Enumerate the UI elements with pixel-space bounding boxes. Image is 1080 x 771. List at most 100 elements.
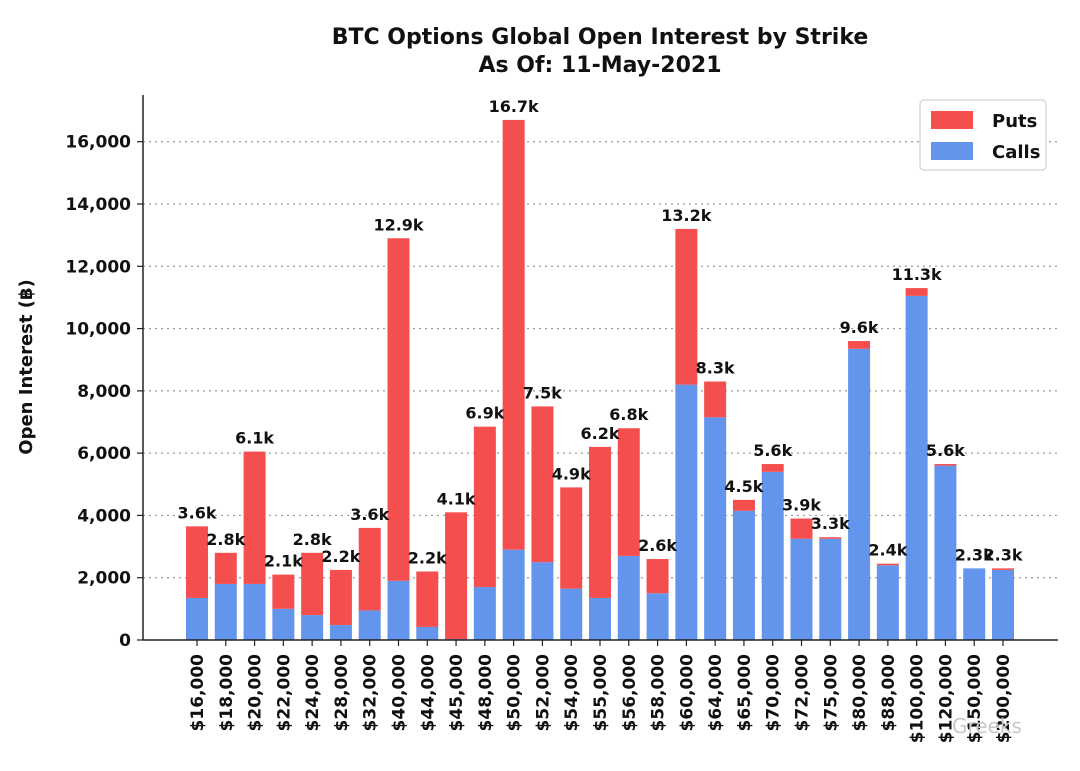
bar-puts: [502, 119, 525, 550]
bar-puts: [445, 512, 468, 640]
bar-total-label: 6.1k: [235, 429, 274, 448]
bar-calls: [617, 555, 640, 640]
x-tick-label: $150,000: [965, 654, 985, 743]
x-tick-label: $16,000: [188, 654, 208, 732]
bar-calls: [214, 583, 237, 640]
bar-puts: [272, 574, 295, 609]
x-tick-label: $22,000: [274, 654, 294, 732]
bar-total-label: 6.8k: [609, 405, 648, 424]
bar-total-label: 5.6k: [753, 441, 792, 460]
bar-total-label: 3.3k: [811, 514, 850, 533]
bar-total-label: 2.1k: [264, 552, 303, 571]
y-tick-label: 14,000: [65, 195, 131, 215]
bar-puts: [992, 568, 1014, 570]
y-tick-label: 8,000: [77, 382, 131, 402]
bar-puts: [186, 526, 208, 598]
bar-calls: [992, 569, 1014, 640]
y-tick-label: 0: [119, 631, 131, 651]
bar-calls: [272, 608, 295, 640]
x-tick-label: $48,000: [476, 654, 496, 732]
x-tick-label: $50,000: [505, 654, 525, 732]
bar-total-label: 6.9k: [465, 404, 504, 423]
bar-calls: [819, 538, 842, 640]
y-tick-label: 4,000: [77, 506, 131, 526]
bar-puts: [732, 499, 755, 511]
bar-calls: [934, 465, 957, 640]
bar-puts: [560, 487, 583, 589]
bar-total-label: 9.6k: [840, 318, 879, 337]
bar-total-label: 8.3k: [696, 359, 735, 378]
bar-calls: [905, 295, 928, 640]
bar-total-label: 11.3k: [892, 265, 942, 284]
bar-puts: [301, 552, 324, 616]
chart-subtitle: As Of: 11-May-2021: [478, 53, 721, 78]
bar-total-label: 4.1k: [437, 489, 476, 508]
bar-calls: [473, 587, 496, 640]
x-tick-label: $65,000: [735, 654, 755, 732]
bar-calls: [589, 597, 611, 640]
bar-total-label: 2.2k: [408, 548, 447, 567]
bar-total-label: 6.2k: [581, 424, 620, 443]
bar-puts: [790, 518, 813, 539]
legend: Puts Calls: [919, 99, 1047, 171]
x-tick-label: $75,000: [821, 654, 841, 732]
bar-total-label: 2.3k: [955, 545, 994, 564]
bar-total-label: 3.6k: [178, 503, 217, 522]
bar-total-label: 12.9k: [373, 215, 423, 234]
x-tick-label: $28,000: [332, 654, 352, 732]
bar-calls: [243, 583, 266, 640]
bar-puts: [934, 464, 957, 466]
x-tick-label: $52,000: [533, 654, 553, 732]
x-tick-label: $45,000: [447, 654, 467, 732]
bars-group: [186, 119, 1014, 640]
x-tick-label: $80,000: [850, 654, 870, 732]
bar-total-label: 2.2k: [321, 547, 360, 566]
bar-calls: [761, 471, 784, 640]
bar-total-label: 3.6k: [350, 505, 389, 524]
watermark-text: Greeks: [952, 714, 1022, 738]
bar-total-label: 16.7k: [489, 97, 539, 116]
bar-calls: [560, 588, 583, 640]
y-tick-label: 12,000: [65, 257, 131, 277]
x-axis-ticks: $16,000 $18,000 $20,000 $22,000 $24,000 $28,0…: [188, 640, 1014, 743]
bar-puts: [358, 527, 381, 611]
bar-calls: [416, 626, 439, 640]
bar-puts: [819, 537, 842, 539]
bar-calls: [387, 580, 410, 640]
bar-calls: [531, 562, 554, 640]
bar-total-labels: 3.6k2.8k6.1k2.1k2.8k2.2k3.6k12.9k2.2k4.1…: [178, 97, 1023, 571]
x-tick-label: $44,000: [418, 654, 438, 732]
bar-puts: [214, 552, 237, 584]
bar-puts: [905, 288, 928, 296]
bar-puts: [329, 569, 352, 626]
bar-total-label: 2.6k: [638, 536, 677, 555]
bar-puts: [675, 228, 698, 385]
bar-calls: [963, 568, 986, 640]
x-tick-label: $200,000: [994, 654, 1014, 743]
bar-puts: [704, 381, 727, 418]
bar-puts: [243, 451, 266, 584]
bar-calls: [329, 625, 352, 640]
chart-title: BTC Options Global Open Interest by Stri…: [332, 25, 869, 50]
x-tick-label: $55,000: [591, 654, 611, 732]
bar-calls: [301, 615, 324, 640]
bar-total-label: 5.6k: [926, 441, 965, 460]
bar-total-label: 13.2k: [661, 206, 711, 225]
x-tick-label: $54,000: [562, 654, 582, 732]
x-tick-label: $60,000: [677, 654, 697, 732]
bar-calls: [876, 565, 899, 640]
y-axis-label: Open Interest (฿): [16, 279, 37, 454]
bar-calls: [848, 348, 871, 640]
x-tick-label: $72,000: [793, 654, 813, 732]
legend-label-calls: Calls: [992, 142, 1040, 163]
x-tick-label: $100,000: [908, 654, 928, 743]
bar-calls: [675, 384, 698, 640]
bar-calls: [704, 417, 727, 640]
bar-calls: [646, 593, 669, 640]
bar-total-label: 2.4k: [868, 541, 907, 560]
x-tick-label: $58,000: [649, 654, 669, 732]
bar-calls: [502, 549, 525, 640]
bar-puts: [416, 571, 439, 627]
x-tick-label: $24,000: [303, 654, 323, 732]
